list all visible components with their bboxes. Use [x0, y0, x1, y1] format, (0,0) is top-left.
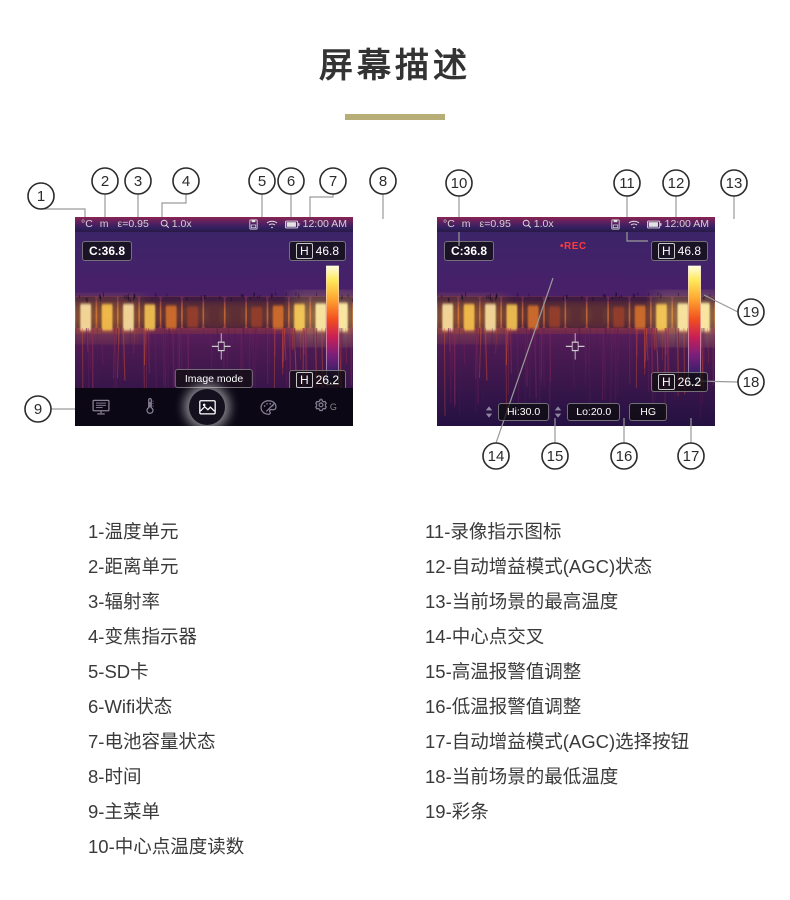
svg-text:8: 8	[379, 173, 387, 190]
svg-text:5: 5	[258, 173, 266, 190]
svg-text:19: 19	[743, 304, 760, 321]
svg-text:17: 17	[683, 448, 700, 465]
svg-text:10: 10	[451, 175, 468, 192]
svg-text:14: 14	[488, 448, 505, 465]
svg-text:7: 7	[329, 173, 337, 190]
svg-text:15: 15	[547, 448, 564, 465]
svg-text:11: 11	[619, 175, 635, 192]
svg-text:12: 12	[668, 175, 685, 192]
svg-text:2: 2	[101, 173, 109, 190]
svg-text:18: 18	[743, 374, 760, 391]
svg-text:4: 4	[182, 173, 190, 190]
svg-text:6: 6	[287, 173, 295, 190]
svg-text:3: 3	[134, 173, 142, 190]
svg-text:9: 9	[34, 401, 42, 418]
svg-text:16: 16	[616, 448, 633, 465]
svg-text:1: 1	[37, 188, 45, 205]
svg-text:13: 13	[726, 175, 743, 192]
